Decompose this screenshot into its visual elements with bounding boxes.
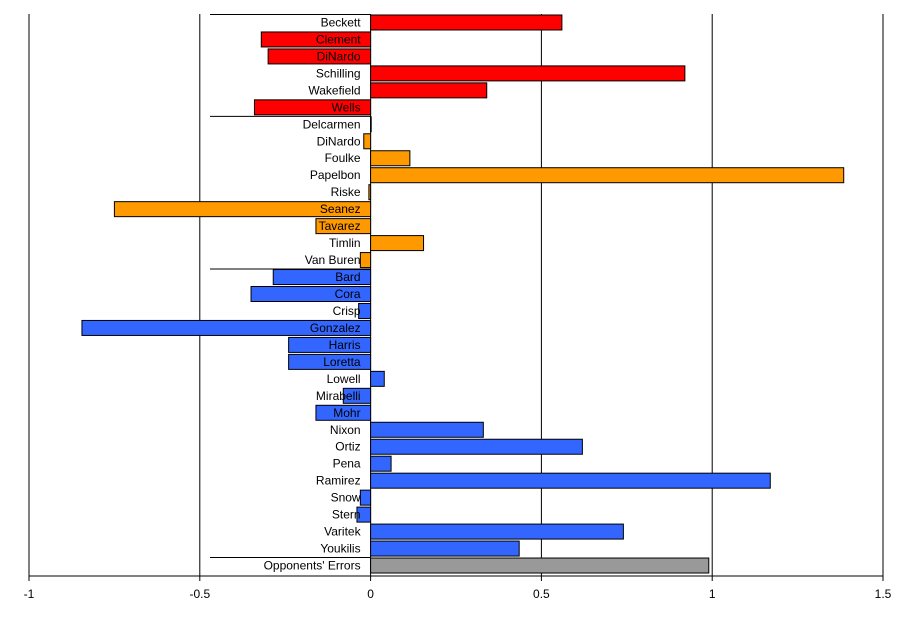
bar	[370, 455, 392, 472]
bar	[113, 201, 372, 218]
bar	[267, 48, 372, 65]
category-label: Youkilis	[320, 542, 360, 556]
bar	[356, 506, 372, 523]
bars-layer	[81, 14, 845, 574]
category-label: Ramirez	[316, 474, 361, 488]
bar	[370, 557, 710, 574]
x-tick-label: 0	[367, 587, 374, 601]
bar	[370, 421, 484, 438]
category-label: Beckett	[321, 15, 362, 29]
category-label: Ortiz	[335, 440, 360, 454]
category-label: Delcarmen	[303, 117, 361, 131]
category-label: Harris	[329, 338, 361, 352]
bar	[260, 31, 372, 48]
category-label: Snow	[331, 491, 361, 505]
bar	[370, 235, 425, 252]
bar	[370, 150, 411, 167]
bar	[370, 65, 686, 82]
category-label: Riske	[331, 185, 361, 199]
category-label: Varitek	[324, 525, 361, 539]
x-axis: -1 -0.5 0 0.5 1 1.5	[24, 575, 892, 601]
category-labels: Beckett Clement DiNardo Schilling Wakefield W…	[264, 15, 362, 572]
category-label: Pena	[333, 457, 361, 471]
bar	[315, 404, 372, 421]
bar	[315, 218, 372, 235]
bar	[358, 302, 372, 319]
category-label: Wells	[331, 100, 360, 114]
category-label: Schilling	[316, 66, 361, 80]
x-tick-label: 0.5	[533, 587, 550, 601]
category-label: Cora	[335, 287, 361, 301]
x-tick-label: 1.5	[875, 587, 892, 601]
category-label: Timlin	[329, 236, 361, 250]
category-label: Seanez	[320, 202, 361, 216]
category-label: Clement	[316, 32, 361, 46]
category-label: Foulke	[325, 151, 361, 165]
category-label: Wakefield	[308, 83, 360, 97]
bar	[288, 336, 372, 353]
category-label: Mohr	[333, 406, 360, 420]
category-label: Mirabelli	[316, 389, 361, 403]
bar	[370, 438, 583, 455]
category-label: DiNardo	[317, 134, 361, 148]
bar	[359, 252, 372, 269]
category-label: Crisp	[333, 304, 361, 318]
bar	[370, 370, 385, 387]
category-label: Bard	[335, 270, 360, 284]
bar	[342, 387, 372, 404]
category-label: Nixon	[330, 423, 361, 437]
bar	[370, 116, 372, 133]
x-tick-label: -1	[24, 587, 35, 601]
category-label: DiNardo	[317, 49, 361, 63]
bar	[250, 286, 372, 303]
bar	[370, 523, 624, 540]
category-label: Tavarez	[319, 219, 361, 233]
bar	[370, 14, 563, 31]
category-label: Lowell	[327, 372, 361, 386]
category-label: Stern	[332, 508, 361, 522]
x-tick-label: 1	[709, 587, 716, 601]
bar	[272, 269, 372, 286]
bar	[370, 472, 771, 489]
category-label: Loretta	[323, 355, 361, 369]
bar	[253, 99, 372, 116]
bar	[370, 82, 488, 99]
category-label: Van Buren	[305, 253, 361, 267]
category-label: Gonzalez	[310, 321, 361, 335]
bar	[363, 133, 372, 150]
x-tick-label: -0.5	[189, 587, 210, 601]
bar	[370, 540, 520, 557]
bar	[368, 184, 372, 201]
bar	[359, 489, 372, 506]
bar	[81, 319, 372, 336]
bar	[370, 167, 845, 184]
bar	[288, 353, 372, 370]
category-label: Papelbon	[310, 168, 361, 182]
category-label: Opponents' Errors	[264, 559, 361, 573]
